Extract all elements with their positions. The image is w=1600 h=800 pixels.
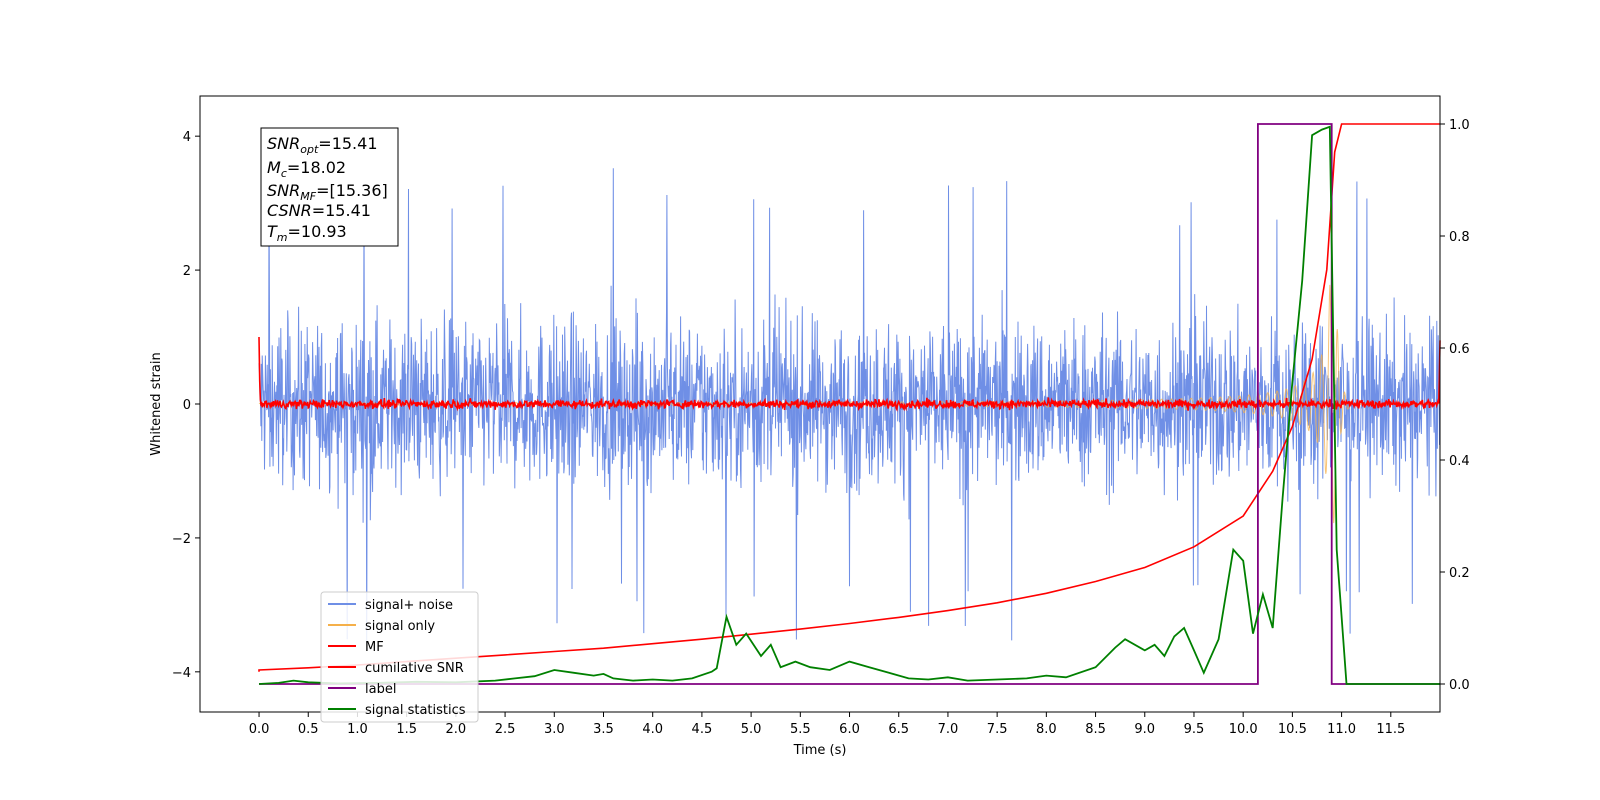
legend-frame xyxy=(320,591,479,723)
annotation-frame xyxy=(260,127,399,247)
series-mf xyxy=(258,336,1441,412)
x-tick-label-23: 11.5 xyxy=(1376,722,1405,737)
x-tick-label-2: 1.0 xyxy=(347,722,368,737)
x-axis-label: Time (s) xyxy=(793,743,847,758)
x-tick-label-11: 5.5 xyxy=(790,722,811,737)
legend-label-signal-only: signal only xyxy=(365,619,435,634)
axes-layer: 0.0 0.5 1.0 1.5 2.0 2.5 3.0 3.5 4.0 4.5 5.0 5.5 6.0 6… xyxy=(172,118,1470,737)
x-tick-label-10: 5.0 xyxy=(741,722,762,737)
x-tick-label-22: 11.0 xyxy=(1327,722,1356,737)
x-tick-label-9: 4.5 xyxy=(692,722,713,737)
x-tick-label-4: 2.0 xyxy=(446,722,467,737)
y-left-tick-label-3: −2 xyxy=(172,532,191,547)
legend-label-mf: MF xyxy=(365,640,384,655)
x-tick-label-5: 2.5 xyxy=(495,722,516,737)
x-tick-label-18: 9.0 xyxy=(1134,722,1155,737)
x-tick-label-19: 9.5 xyxy=(1184,722,1205,737)
x-tick-label-14: 7.0 xyxy=(938,722,959,737)
series-signal-noise xyxy=(258,168,1441,644)
x-tick-label-16: 8.0 xyxy=(1036,722,1057,737)
legend-label-signal-statistics: signal statistics xyxy=(365,703,466,718)
legend-label-cumulative-snr: cumilative SNR xyxy=(365,661,464,676)
annotation-snr-opt: SNRopt=15.41 xyxy=(267,134,378,156)
y-left-tick-label-1: 2 xyxy=(183,264,191,279)
y-left-tick-label-4: −4 xyxy=(172,666,191,681)
legend-label-signal-noise: signal+ noise xyxy=(365,598,453,613)
y-right-tick-label-4: 0.2 xyxy=(1449,566,1470,581)
x-tick-label-8: 4.0 xyxy=(642,722,663,737)
x-tick-label-15: 7.5 xyxy=(987,722,1008,737)
series-signal-statistics xyxy=(258,125,1440,685)
y-left-tick-label-0: 4 xyxy=(183,130,191,145)
annotation-box: SNRopt=15.41 Mc=18.02 SNRMF=[15.36] CSNR… xyxy=(260,127,399,247)
x-tick-label-13: 6.5 xyxy=(888,722,909,737)
x-tick-label-6: 3.0 xyxy=(544,722,565,737)
y-right-tick-label-3: 0.4 xyxy=(1449,454,1470,469)
x-tick-label-17: 8.5 xyxy=(1085,722,1106,737)
y-axis-label: Whitened strain xyxy=(149,352,164,455)
x-tick-label-1: 0.5 xyxy=(298,722,319,737)
annotation-tm: Tm=10.93 xyxy=(267,222,347,244)
annotation-mc: Mc=18.02 xyxy=(267,158,346,180)
legend: signal+ noise signal only MF cumilative … xyxy=(320,591,479,723)
annotation-snr-mf: SNRMF=[15.36] xyxy=(267,181,388,203)
x-tick-label-20: 10.0 xyxy=(1229,722,1258,737)
x-tick-label-7: 3.5 xyxy=(593,722,614,737)
x-tick-label-3: 1.5 xyxy=(396,722,417,737)
y-left-tick-label-2: 0 xyxy=(183,398,191,413)
x-tick-label-21: 10.5 xyxy=(1278,722,1307,737)
y-right-tick-label-0: 1.0 xyxy=(1449,118,1470,133)
y-right-tick-label-1: 0.8 xyxy=(1449,230,1470,245)
x-tick-label-12: 6.0 xyxy=(839,722,860,737)
legend-label-label: label xyxy=(365,682,396,697)
y-right-tick-label-5: 0.0 xyxy=(1449,678,1470,693)
annotation-csnr: CSNR=15.41 xyxy=(267,201,371,220)
y-right-tick-label-2: 0.6 xyxy=(1449,342,1470,357)
x-tick-label-0: 0.0 xyxy=(249,722,270,737)
